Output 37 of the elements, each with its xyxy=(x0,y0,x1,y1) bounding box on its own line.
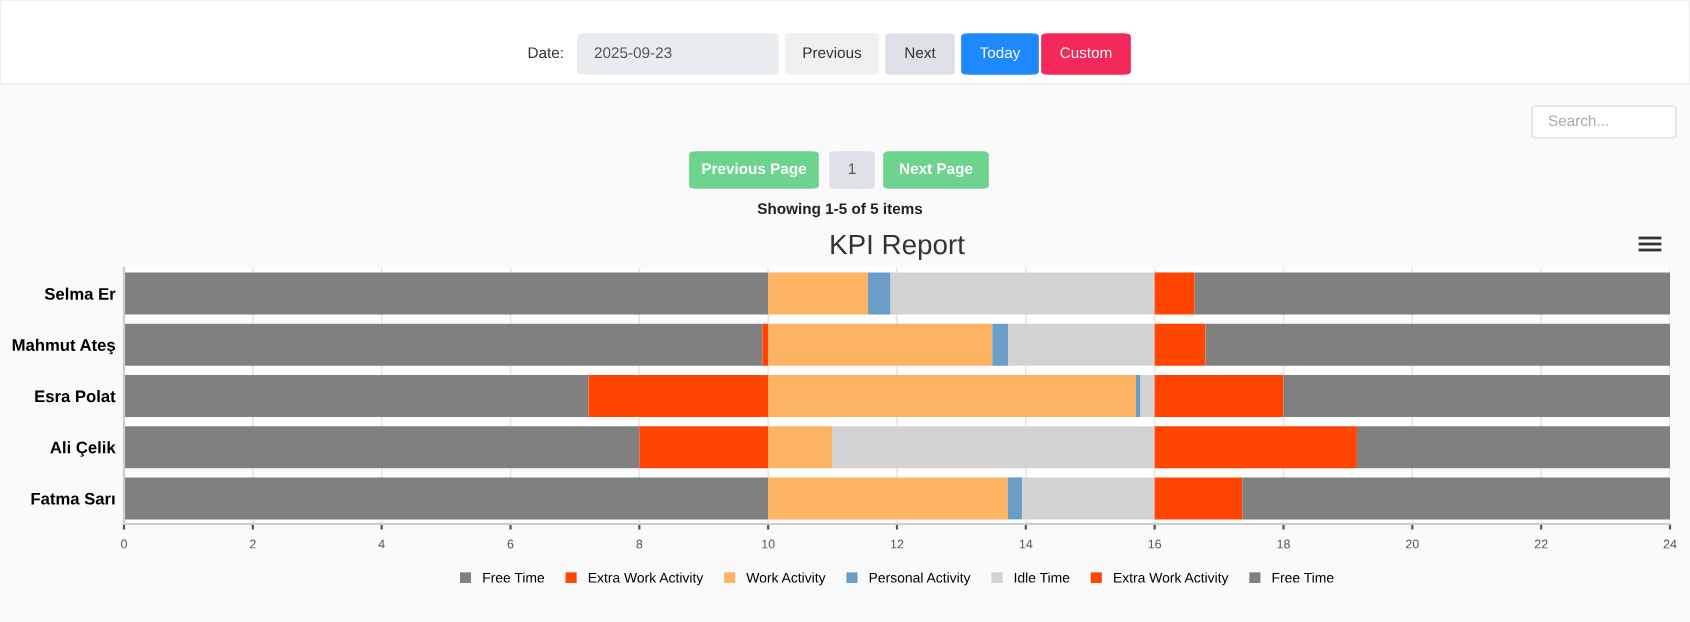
bar xyxy=(124,426,640,469)
y-tick-label: Esra Polat xyxy=(35,389,116,403)
bar xyxy=(768,323,993,366)
bar xyxy=(124,323,763,366)
bar xyxy=(1154,375,1284,417)
bar xyxy=(1154,426,1357,469)
bar xyxy=(124,375,589,417)
bar xyxy=(1283,375,1670,417)
y-tick-label: Mahmut Ateş xyxy=(12,338,115,355)
bar xyxy=(832,426,1155,469)
bar xyxy=(992,323,1009,366)
bar xyxy=(1194,272,1670,315)
bar xyxy=(1242,477,1670,520)
bar xyxy=(1008,323,1155,366)
bar xyxy=(890,272,1155,315)
bar xyxy=(868,272,891,315)
bar xyxy=(768,375,1136,417)
bar xyxy=(762,323,769,366)
bar xyxy=(1140,375,1155,417)
y-tick-label: Selma Er xyxy=(44,287,116,300)
bar xyxy=(768,477,1008,520)
bar xyxy=(1154,477,1243,520)
bar xyxy=(768,272,869,315)
chart-title: KPI Report xyxy=(831,235,965,260)
bar xyxy=(1154,272,1195,315)
y-tick-label: Ali Çelik xyxy=(50,441,116,457)
bar xyxy=(639,426,769,469)
bar xyxy=(1356,426,1670,469)
bar xyxy=(588,375,769,417)
bar xyxy=(1205,323,1670,366)
bar xyxy=(124,272,769,315)
y-tick-label: Fatma Sarı xyxy=(31,492,115,505)
bar xyxy=(1021,477,1155,520)
bar xyxy=(124,477,769,520)
bar xyxy=(768,426,833,469)
bar xyxy=(1007,477,1022,520)
bar xyxy=(1154,323,1206,366)
